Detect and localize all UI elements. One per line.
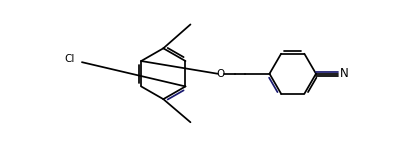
Text: O: O xyxy=(217,69,225,79)
Text: N: N xyxy=(340,67,349,80)
Text: Cl: Cl xyxy=(64,54,75,64)
